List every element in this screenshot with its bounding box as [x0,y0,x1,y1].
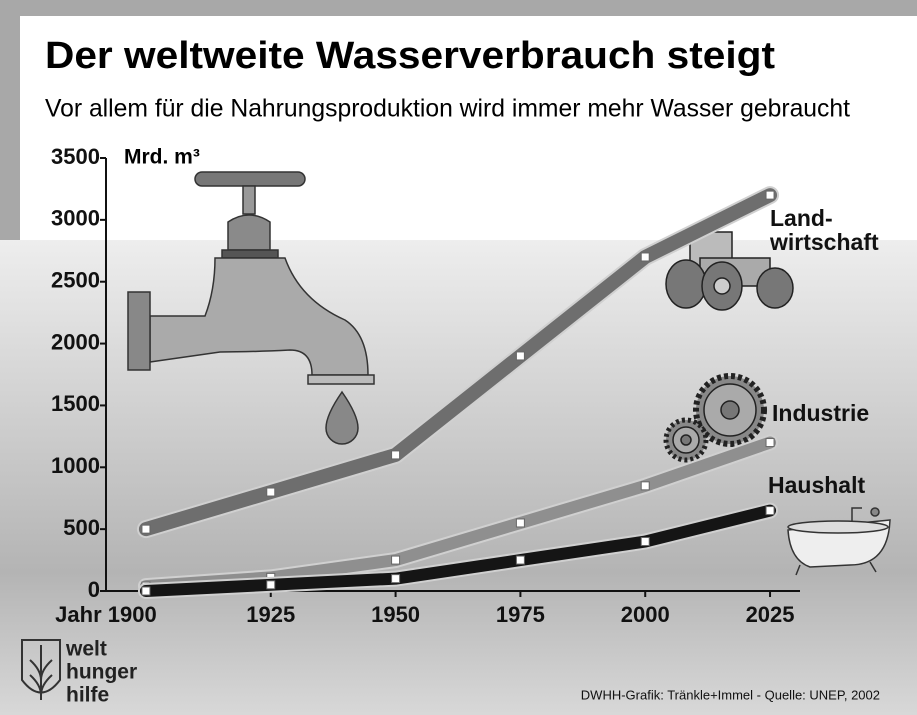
marker [392,575,400,583]
marker [392,556,400,564]
chart-title: Der weltweite Wasserverbrauch steigt [45,35,775,77]
marker [516,519,524,527]
marker [142,525,150,533]
source: DWHH-Grafik: Tränkle+Immel - Quelle: UNE… [581,687,880,702]
x-tick-label: 1975 [496,602,545,627]
marker [516,352,524,360]
x-tick-label: Jahr 1900 [55,602,157,627]
logo-text: hunger [66,661,137,684]
series-label: Haushalt [768,472,865,498]
series-label: Industrie [772,400,869,426]
y-tick-label: 1000 [51,453,100,478]
marker [516,556,524,564]
x-tick-label: 2000 [621,602,670,627]
logo-text: hilfe [66,684,109,707]
x-tick-label: 2025 [746,602,795,627]
y-tick-label: 500 [63,515,100,540]
y-tick-label: 2500 [51,268,100,293]
marker [392,451,400,459]
y-tick-label: 2000 [51,329,100,354]
marker [267,488,275,496]
marker [142,587,150,595]
y-tick-label: 1500 [51,391,100,416]
y-tick-label: 3500 [51,144,100,169]
logo-text: welt [65,638,107,661]
marker [766,507,774,515]
marker [641,482,649,490]
marker [641,538,649,546]
marker [766,191,774,199]
chart-subtitle: Vor allem für die Nahrungsproduktion wir… [45,95,850,123]
marker [766,439,774,447]
y-tick-label: 0 [88,577,100,602]
top-band [0,0,917,16]
y-tick-label: 3000 [51,206,100,231]
y-axis-label: Mrd. m³ [124,146,200,169]
x-tick-label: 1925 [246,602,295,627]
side-band [0,0,20,240]
chart: Der weltweite Wasserverbrauch steigt Vor… [0,0,917,715]
marker [267,581,275,589]
x-tick-label: 1950 [371,602,420,627]
marker [641,253,649,261]
